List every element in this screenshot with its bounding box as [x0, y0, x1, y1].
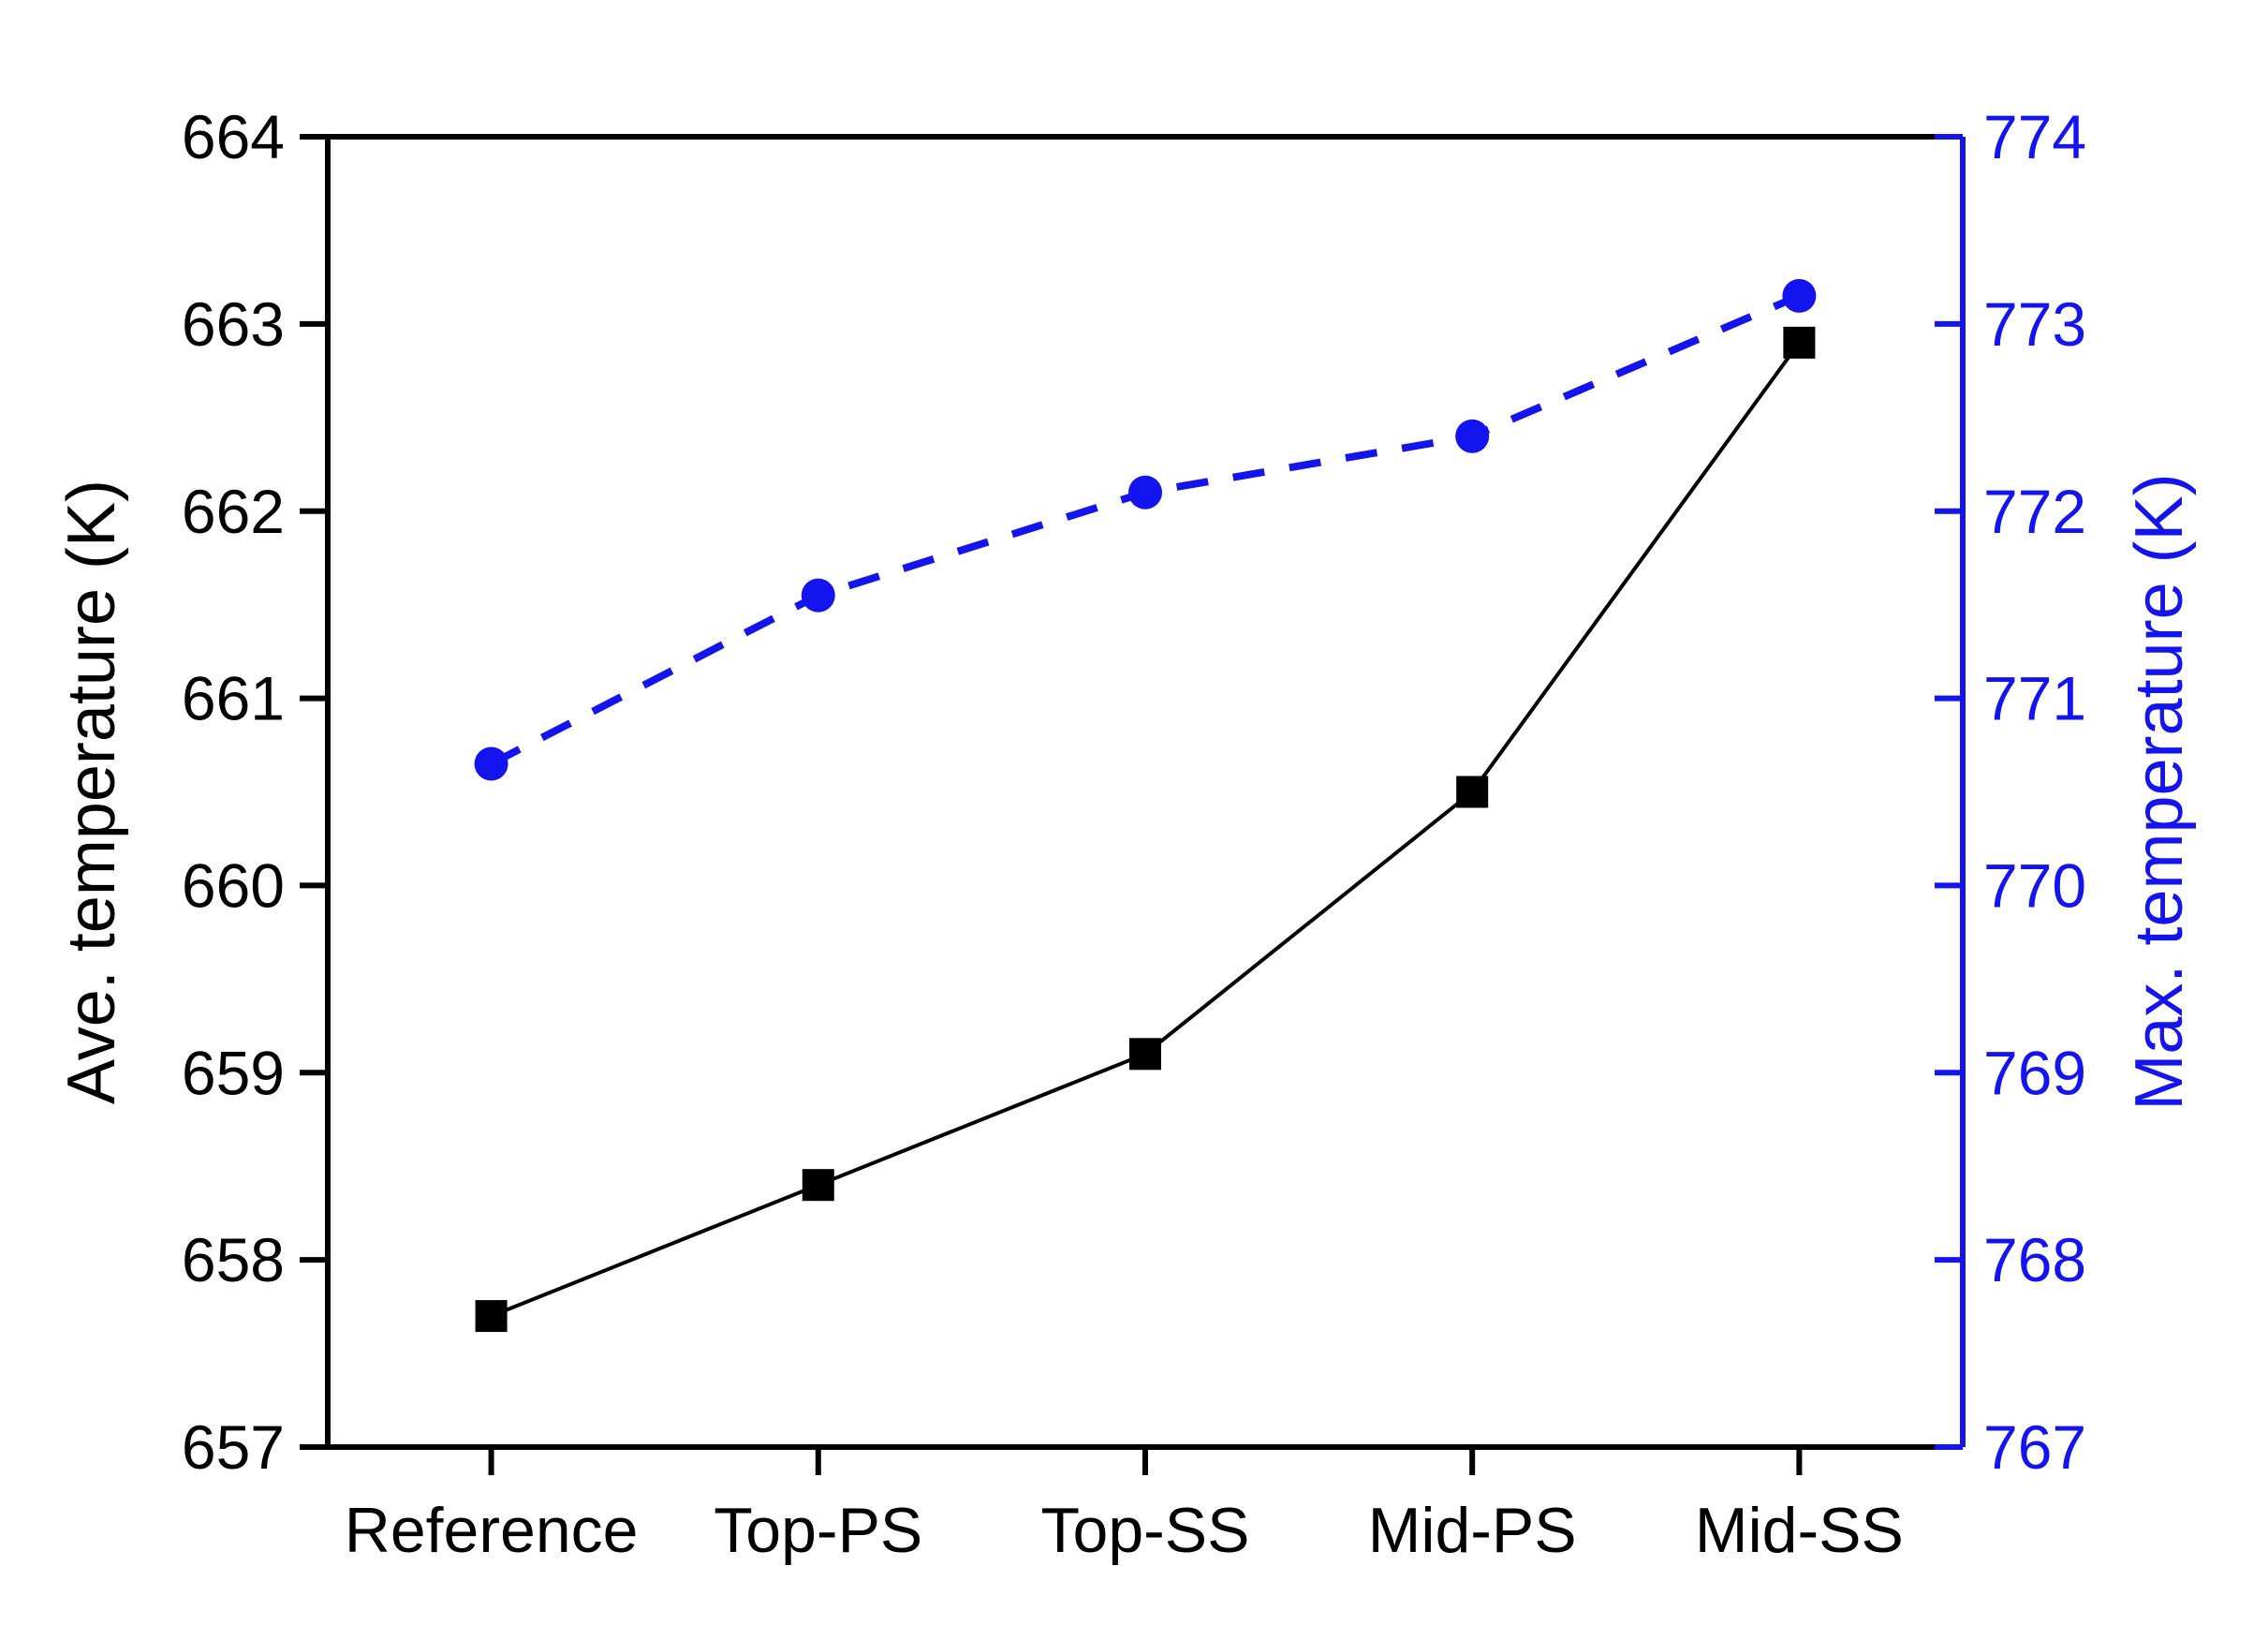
left-axis-tick-label: 657: [182, 1412, 285, 1482]
right-axis-tick-label: 773: [1983, 289, 2086, 359]
x-axis-category-label: Top-SS: [1041, 1495, 1250, 1566]
left-axis-tick-label: 659: [182, 1038, 285, 1107]
left-axis-tick-label: 661: [182, 664, 285, 733]
ave-temperature-series-marker: [1129, 1038, 1161, 1071]
max-temperature-series-marker: [1782, 278, 1817, 313]
ave-temperature-series-marker: [1456, 776, 1489, 808]
x-axis-category-label: Mid-SS: [1695, 1495, 1904, 1566]
right-axis-tick-label: 767: [1983, 1412, 2086, 1482]
max-temperature-series-marker: [1128, 475, 1162, 510]
right-axis-tick-label: 771: [1983, 664, 2086, 733]
max-temperature-series-line: [489, 292, 1801, 768]
x-axis-category-label: Reference: [345, 1495, 639, 1566]
max-temperature-series-marker: [1455, 419, 1490, 453]
ave-temperature-series-marker: [802, 1169, 834, 1202]
right-axis-tick-label: 774: [1983, 102, 2086, 171]
left-axis-tick-label: 662: [182, 477, 285, 546]
right-axis-tick-label: 768: [1983, 1225, 2086, 1294]
left-axis-tick-label: 658: [182, 1225, 285, 1294]
left-axis-tick-label: 663: [182, 289, 285, 359]
right-axis-tick-label: 770: [1983, 851, 2086, 921]
left-axis-tick-label: 664: [182, 102, 285, 171]
x-axis-category-label: Mid-PS: [1368, 1495, 1577, 1566]
x-axis-category-label: Top-PS: [714, 1495, 922, 1566]
max-temperature-series-marker: [474, 746, 508, 781]
right-axis-tick-label: 772: [1983, 477, 2086, 546]
ave-temperature-series-marker: [475, 1300, 508, 1333]
max-temperature-series-marker: [801, 578, 835, 613]
right-axis-tick-label: 769: [1983, 1038, 2086, 1107]
ave-temperature-series-marker: [1783, 326, 1816, 359]
left-axis-tick-label: 660: [182, 851, 285, 921]
right-axis-title: Max. temperature (K): [2122, 473, 2197, 1110]
left-axis-title: Ave. temperature (K): [54, 480, 129, 1104]
